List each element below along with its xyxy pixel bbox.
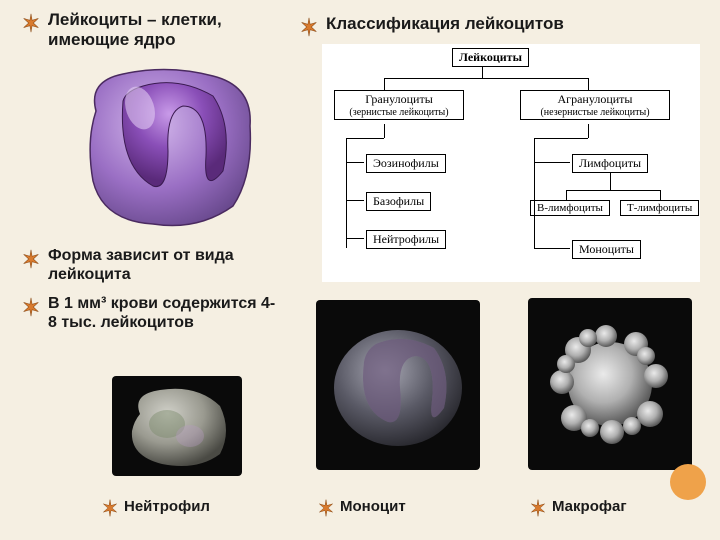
star-icon (100, 498, 120, 518)
class-monocytes: Моноциты (572, 240, 641, 259)
monocyte-label-block: Моноцит (316, 496, 406, 518)
header-left-block: Лейкоциты – клетки, имеющие ядро (20, 10, 280, 51)
leukocyte-cell-image (68, 56, 268, 236)
header-right-text: Классификация лейкоцитов (326, 14, 564, 34)
neutrophil-label-block: Нейтрофил (100, 496, 210, 518)
class-agranulocytes-sub: (незернистые лейкоциты) (527, 107, 663, 118)
neutrophil-label: Нейтрофил (124, 498, 210, 516)
macrophage-label: Макрофаг (552, 498, 627, 516)
star-icon (20, 248, 42, 270)
mid-text-2: В 1 мм³ крови содержится 4-8 тыс. лейкоц… (48, 294, 280, 332)
mid-text-1-block: Форма зависит от вида лейкоцита (20, 246, 280, 284)
class-root: Лейкоциты (452, 48, 529, 67)
monocyte-image (316, 300, 480, 470)
class-granulocytes: Гранулоциты (341, 92, 457, 107)
star-icon (316, 498, 336, 518)
header-left-text: Лейкоциты – клетки, имеющие ядро (48, 10, 280, 51)
star-icon (20, 296, 42, 318)
macrophage-image (528, 298, 692, 470)
header-right-block: Классификация лейкоцитов (298, 14, 698, 38)
class-b-lymph: В-лимфоциты (530, 200, 610, 216)
macrophage-label-block: Макрофаг (528, 496, 627, 518)
class-basophils: Базофилы (366, 192, 431, 211)
classification-diagram: Лейкоциты Гранулоциты (зернистые лейкоци… (322, 44, 700, 282)
class-lymphocytes: Лимфоциты (572, 154, 648, 173)
class-neutrophils: Нейтрофилы (366, 230, 446, 249)
class-agranulocytes: Агранулоциты (527, 92, 663, 107)
corner-decoration (670, 464, 706, 500)
class-granulocytes-sub: (зернистые лейкоциты) (341, 107, 457, 118)
class-t-lymph: Т-лимфоциты (620, 200, 699, 216)
neutrophil-image (112, 376, 242, 476)
class-eosinophils: Эозинофилы (366, 154, 446, 173)
star-icon (20, 12, 42, 34)
star-icon (298, 16, 320, 38)
mid-text-2-block: В 1 мм³ крови содержится 4-8 тыс. лейкоц… (20, 294, 280, 332)
star-icon (528, 498, 548, 518)
monocyte-label: Моноцит (340, 498, 406, 516)
mid-text-1: Форма зависит от вида лейкоцита (48, 246, 280, 284)
